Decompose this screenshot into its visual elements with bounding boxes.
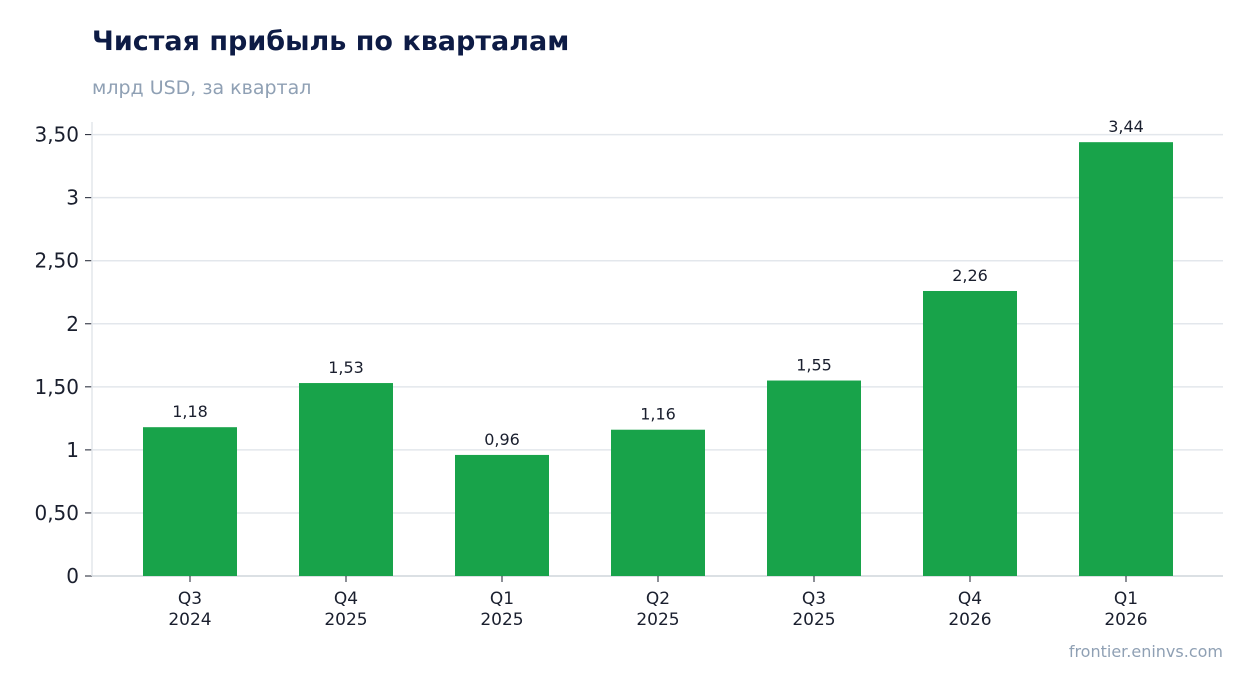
data-label: 1,18	[172, 402, 208, 421]
bar	[1079, 142, 1173, 576]
y-tick-label: 1,50	[34, 375, 79, 399]
chart-subtitle: млрд USD, за квартал	[92, 77, 312, 99]
data-label: 1,53	[328, 358, 364, 377]
bar	[923, 290, 1017, 576]
data-label: 1,55	[796, 356, 832, 375]
chart-title: Чистая прибыль по кварталам	[92, 26, 570, 57]
labels: 1,18Q320241,53Q420250,96Q120251,16Q22025…	[168, 117, 1147, 630]
data-label: 0,96	[484, 430, 520, 449]
data-label: 2,26	[952, 266, 988, 285]
x-tick-label: 2025	[324, 610, 367, 630]
x-tick-label: Q3	[802, 589, 826, 609]
y-tick-label: 1	[66, 438, 79, 462]
x-tick-label: Q2	[646, 589, 670, 609]
x-tick-label: Q1	[1114, 589, 1138, 609]
data-label: 3,44	[1108, 117, 1144, 136]
x-tick-label: 2025	[636, 610, 679, 630]
x-tick-label: Q4	[334, 589, 358, 609]
x-tick-label: 2024	[168, 610, 211, 630]
x-tick-label: 2025	[480, 610, 523, 630]
data-label: 1,16	[640, 405, 676, 424]
bar	[299, 383, 393, 576]
y-tick-label: 3,50	[34, 123, 79, 147]
x-tick-label: 2025	[792, 610, 835, 630]
bar	[611, 429, 705, 576]
x-tick-label: Q4	[958, 589, 982, 609]
x-tick-label: Q3	[178, 589, 202, 609]
bar	[143, 427, 237, 576]
bar	[767, 380, 861, 576]
x-tick-label: Q1	[490, 589, 514, 609]
y-tick-label: 3	[66, 186, 79, 210]
bar	[455, 454, 549, 576]
y-tick-label: 0,50	[34, 501, 79, 525]
y-tick-label: 0	[66, 564, 79, 588]
x-tick-label: 2026	[948, 610, 991, 630]
y-tick-label: 2	[66, 312, 79, 336]
x-tick-label: 2026	[1104, 610, 1147, 630]
source-credit: frontier.eninvs.com	[1068, 642, 1223, 661]
bars	[143, 142, 1173, 576]
y-tick-label: 2,50	[34, 249, 79, 273]
axes: 0 0,50 1 1,50 2 2,50 3 3,50	[34, 122, 1223, 588]
